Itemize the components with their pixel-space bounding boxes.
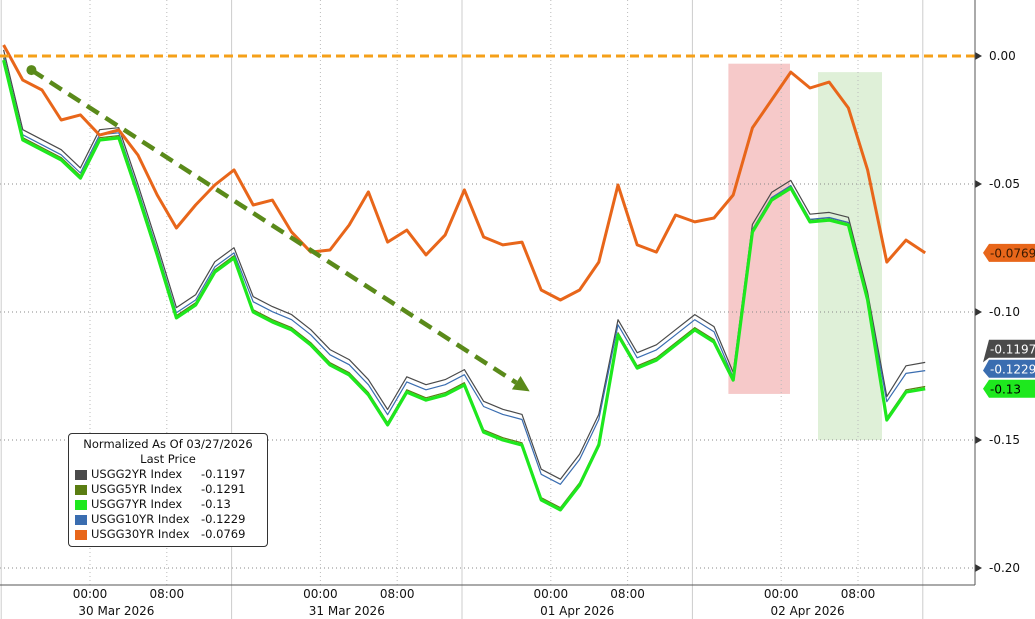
x-time-label: 08:00 (610, 587, 645, 601)
x-time-label: 00:00 (534, 587, 569, 601)
trend-arrow-line (30, 68, 518, 385)
legend-entry: USGG30YR Index -0.0769 (75, 527, 261, 542)
y-tick-label: -0.20 (989, 561, 1020, 575)
legend-entry: USGG5YR Index -0.1291 (75, 482, 261, 497)
last-value-tag (983, 379, 1035, 398)
x-time-label: 08:00 (841, 587, 876, 601)
legend-series-name: USGG30YR Index (91, 527, 190, 541)
last-value-label: -0.1197 (990, 342, 1035, 356)
last-value-label: -0.0769 (990, 246, 1035, 260)
y-tick-label: 0.00 (989, 49, 1016, 63)
trend-arrow-start (26, 65, 37, 76)
last-value-tag (983, 339, 1035, 363)
legend-entry: USGG7YR Index -0.13 (75, 497, 261, 512)
last-value-tag (983, 359, 1035, 378)
legend-series-name: USGG2YR Index (91, 467, 183, 481)
x-date-label: 30 Mar 2026 (78, 604, 154, 618)
series-line-usgg2yr (3, 49, 926, 480)
trend-arrow-head (511, 375, 530, 392)
x-date-label: 01 Apr 2026 (540, 604, 614, 618)
y-tick-label: -0.05 (989, 177, 1020, 191)
legend-entry: USGG10YR Index -0.1229 (75, 512, 261, 527)
legend-entry: USGG2YR Index -0.1197 (75, 467, 261, 482)
legend-series-name: USGG5YR Index (91, 482, 183, 496)
legend-series-value: -0.13 (201, 497, 231, 511)
legend-series-value: -0.1291 (201, 482, 246, 496)
legend-subtitle: Last Price (140, 452, 196, 466)
legend: Normalized As Of 03/27/2026 Last Price U… (68, 433, 268, 547)
last-value-label: -0.1229 (990, 362, 1035, 376)
series-line-usgg7yr (2, 59, 926, 512)
x-time-label: 08:00 (150, 587, 185, 601)
legend-series-value: -0.1197 (201, 467, 246, 481)
x-time-label: 00:00 (303, 587, 338, 601)
series-line-usgg30yr (2, 44, 927, 302)
y-tick-marker (975, 308, 982, 316)
legend-swatch (75, 529, 87, 540)
legend-series-value: -0.1229 (201, 512, 246, 526)
legend-series-name: USGG10YR Index (91, 512, 190, 526)
x-time-label: 08:00 (380, 587, 415, 601)
green-highlight-region (818, 72, 882, 441)
y-tick-marker (975, 436, 982, 444)
legend-swatch (75, 499, 87, 510)
legend-series-value: -0.0769 (201, 527, 246, 541)
legend-swatch (75, 514, 87, 525)
y-tick-label: -0.10 (989, 305, 1020, 319)
x-date-label: 31 Mar 2026 (309, 604, 385, 618)
last-value-tag (983, 243, 1035, 262)
legend-title: Normalized As Of 03/27/2026 (83, 437, 253, 451)
x-time-label: 00:00 (764, 587, 799, 601)
legend-swatch (75, 469, 87, 480)
y-tick-marker (975, 52, 982, 60)
legend-swatch (75, 484, 87, 495)
y-tick-marker (975, 180, 982, 188)
y-tick-label: -0.15 (989, 433, 1020, 447)
y-tick-marker (975, 564, 982, 572)
x-time-label: 00:00 (73, 587, 108, 601)
legend-series-name: USGG7YR Index (91, 497, 183, 511)
last-value-label: -0.13 (990, 382, 1021, 396)
x-date-label: 02 Apr 2026 (770, 604, 844, 618)
